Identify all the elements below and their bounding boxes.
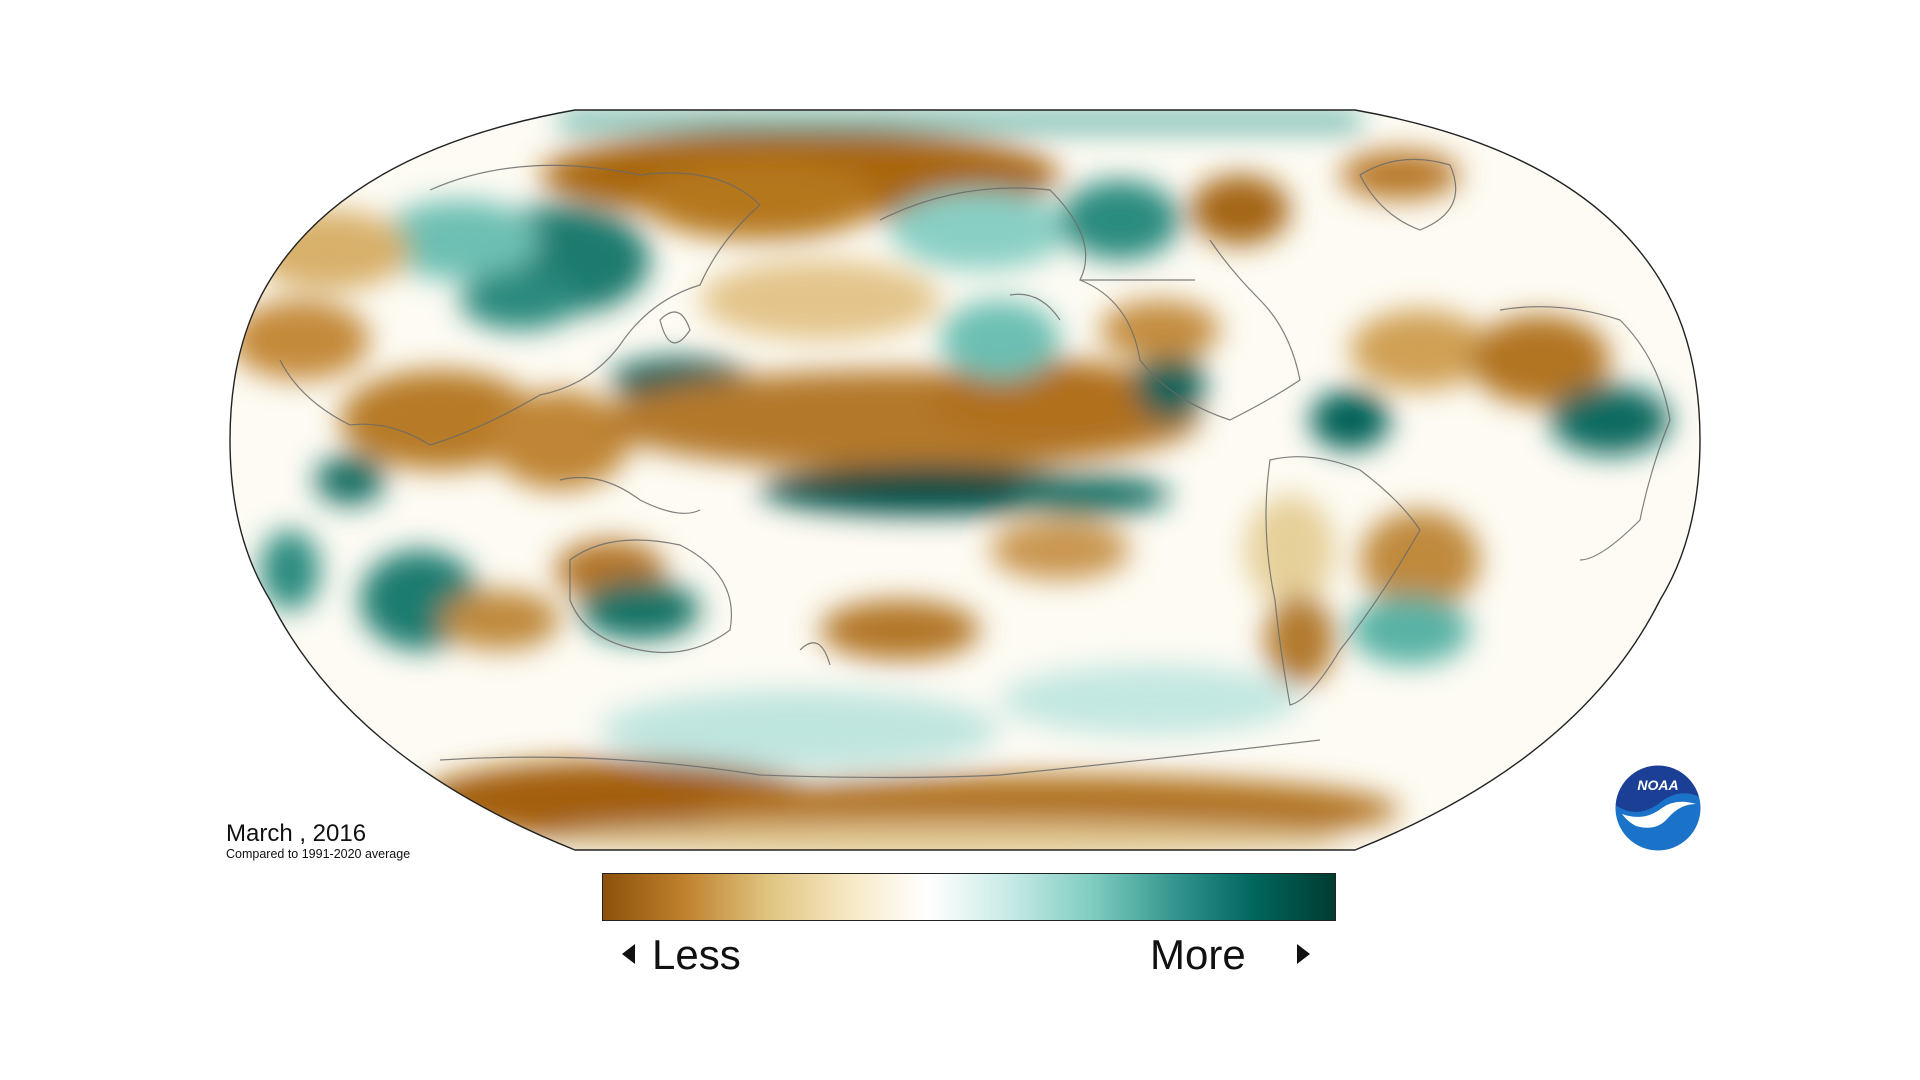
date-label: March , 2016 — [226, 820, 367, 847]
globe-outline — [229, 109, 1701, 851]
legend-colorbar — [602, 873, 1336, 921]
logo-text: NOAA — [1637, 777, 1678, 793]
arrow-left-icon — [622, 944, 635, 964]
noaa-logo: NOAA — [1614, 764, 1702, 852]
arrow-right-icon — [1297, 944, 1310, 964]
anomaly-field — [230, 110, 1700, 850]
legend-more-label: More — [1150, 931, 1246, 978]
legend-less-label: Less — [652, 931, 741, 978]
coastlines — [279, 158, 1671, 779]
comparison-label: Compared to 1991-2020 average — [226, 847, 411, 861]
